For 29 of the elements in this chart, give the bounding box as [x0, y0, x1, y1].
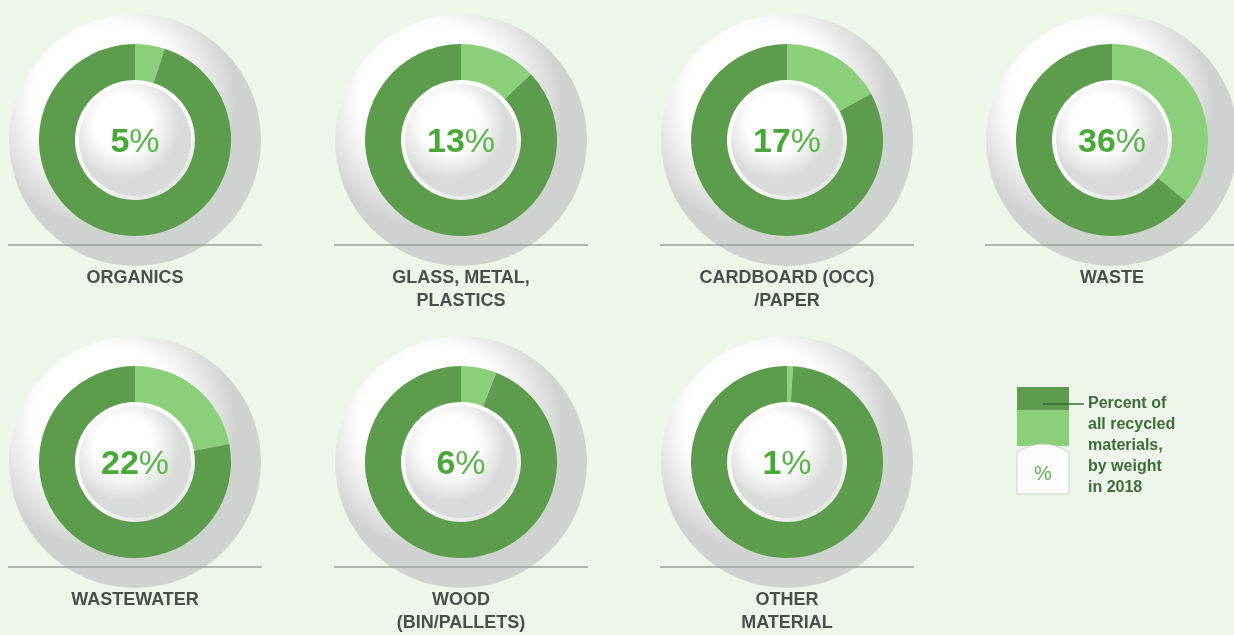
donut-slice [39, 44, 231, 236]
donut-slice [461, 366, 497, 407]
text: ORGANICS [86, 267, 184, 287]
donut-slice [365, 366, 557, 558]
text: 6% [436, 443, 486, 481]
text: 5% [110, 121, 160, 159]
text: WASTE [1079, 267, 1145, 287]
donut-slice [691, 44, 883, 236]
donut-slice [461, 44, 531, 99]
text: WOOD (BIN/PALLETS) [396, 589, 526, 632]
text: 36% [1077, 121, 1147, 159]
text: 1% [762, 443, 812, 481]
text: OTHER MATERIAL [741, 589, 833, 632]
donut-slice [691, 366, 883, 558]
text: % [1034, 462, 1053, 484]
donut-slice [787, 366, 794, 403]
donut-slice [135, 366, 230, 451]
text: Percent of all recycled materials, by weight in 2018 [1088, 394, 1176, 495]
text: 22% [100, 443, 170, 481]
donut-slice [135, 44, 165, 83]
donut-slice [365, 44, 557, 236]
donut-slice [39, 366, 231, 558]
text: 17% [752, 121, 822, 159]
text: 13% [426, 121, 496, 159]
donut-slice [787, 44, 872, 112]
text: WASTEWATER [71, 589, 199, 609]
text: GLASS, METAL, PLASTICS [392, 267, 530, 310]
text: CARDBOARD (OCC) /PAPER [699, 267, 875, 310]
donut-slice [1016, 44, 1186, 236]
